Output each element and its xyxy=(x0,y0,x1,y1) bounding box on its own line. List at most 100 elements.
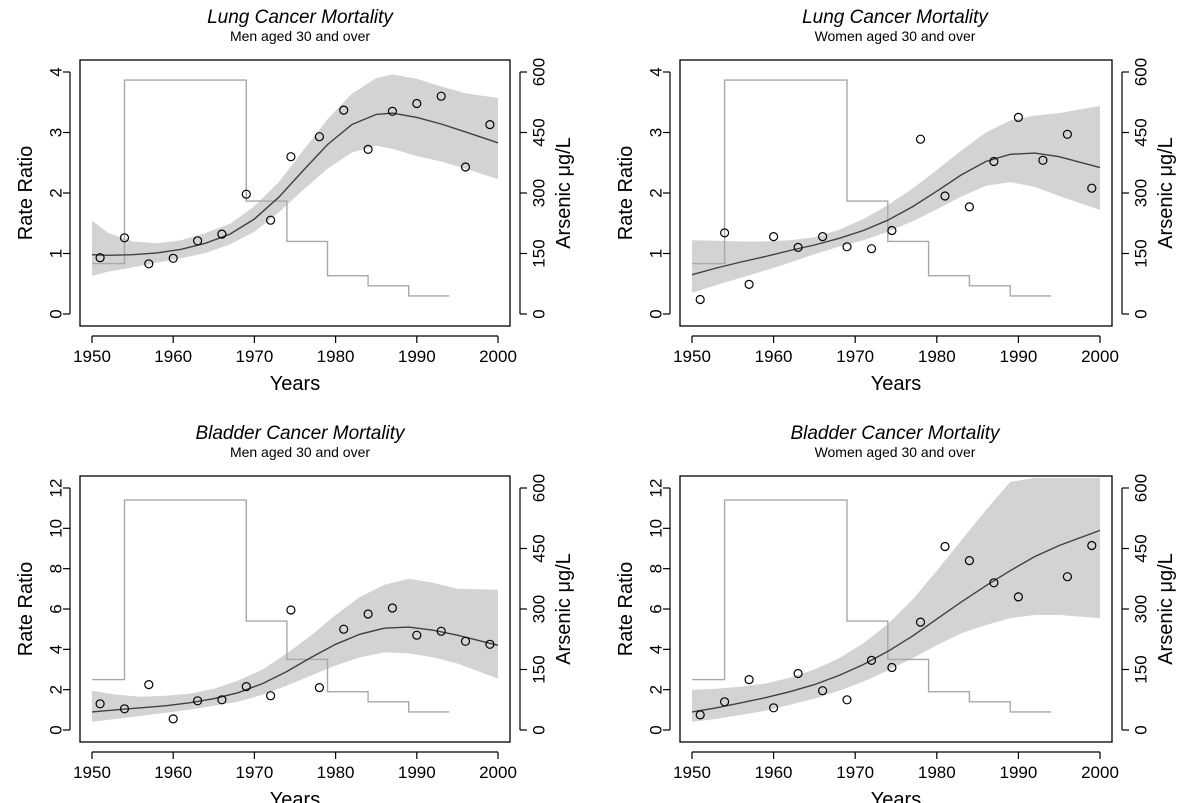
data-point xyxy=(1087,540,1097,551)
plot-frame xyxy=(679,59,1113,327)
plot-area xyxy=(691,477,1101,722)
y-tick-label: 8 xyxy=(647,564,666,573)
data-point xyxy=(144,679,154,690)
x-tick-label: 2000 xyxy=(479,347,517,366)
data-point xyxy=(793,242,803,252)
data-point xyxy=(193,236,203,246)
y2-tick-label: 150 xyxy=(530,239,549,267)
y2-tick-label: 450 xyxy=(530,534,549,562)
plot-area xyxy=(691,79,1101,305)
confidence-band xyxy=(692,477,1100,722)
panel-2: 1950 1960 1970 1980 1990 2000 Years 0 1 2 3 4 Rate R… xyxy=(615,7,1177,395)
y2-axis-label: Arsenic μg/L xyxy=(1155,553,1177,665)
x-tick-label: 1990 xyxy=(999,763,1037,782)
x-axis-label: Years xyxy=(270,373,320,395)
data-point xyxy=(719,697,730,707)
data-point xyxy=(1013,112,1024,123)
data-point xyxy=(95,699,105,709)
data-point xyxy=(436,91,446,101)
chart-title: Bladder Cancer Mortality xyxy=(195,423,406,444)
x-tick-label: 1970 xyxy=(235,347,273,366)
plot-frame xyxy=(79,475,511,743)
y2-tick-label: 0 xyxy=(530,309,549,318)
x-tick-label: 1970 xyxy=(836,763,874,782)
data-point xyxy=(363,609,373,619)
x-axis-label: Years xyxy=(871,789,921,803)
x-tick-label: 1990 xyxy=(398,347,436,366)
data-point xyxy=(460,162,471,172)
chart-subtitle: Women aged 30 and over xyxy=(815,28,976,44)
y-axis-label: Rate Ratio xyxy=(15,562,37,657)
data-point xyxy=(412,630,422,640)
y-tick-label: 3 xyxy=(647,128,666,137)
data-point xyxy=(168,253,178,263)
y-tick-label: 6 xyxy=(47,604,66,613)
y2-tick-label: 300 xyxy=(1132,595,1151,623)
x-tick-label: 1950 xyxy=(73,347,111,366)
data-point xyxy=(964,555,975,566)
data-point xyxy=(168,714,178,724)
data-point xyxy=(989,156,999,167)
data-point xyxy=(217,695,227,705)
data-point xyxy=(241,681,251,692)
x-tick-label: 2000 xyxy=(1081,347,1119,366)
x-tick-label: 1990 xyxy=(999,347,1037,366)
x-tick-label: 2000 xyxy=(1081,763,1119,782)
data-point xyxy=(768,232,779,242)
x-tick-label: 1980 xyxy=(918,347,956,366)
arsenic-step-line xyxy=(92,79,450,297)
y2-tick-label: 600 xyxy=(1132,58,1151,86)
data-point xyxy=(339,105,349,115)
data-point xyxy=(940,191,950,201)
data-point xyxy=(314,682,324,693)
data-point xyxy=(266,215,276,225)
plot-area xyxy=(91,499,499,724)
x-tick-label: 2000 xyxy=(479,763,517,782)
x-tick-label: 1960 xyxy=(154,347,192,366)
data-point xyxy=(719,228,730,238)
y2-tick-label: 0 xyxy=(1132,725,1151,734)
y2-tick-label: 600 xyxy=(530,474,549,502)
y2-tick-label: 450 xyxy=(1132,118,1151,146)
y2-tick-label: 300 xyxy=(1132,179,1151,207)
y-tick-label: 2 xyxy=(47,188,66,197)
y-tick-label: 1 xyxy=(47,249,66,258)
data-point xyxy=(887,662,897,673)
chart-subtitle: Men aged 30 and over xyxy=(230,444,370,460)
data-point xyxy=(768,703,779,713)
x-axis-label: Years xyxy=(871,373,921,395)
y-axis-label: Rate Ratio xyxy=(615,562,637,657)
y-tick-label: 10 xyxy=(47,519,66,538)
y2-tick-label: 450 xyxy=(530,118,549,146)
y-tick-label: 4 xyxy=(47,67,66,76)
x-tick-label: 1950 xyxy=(673,763,711,782)
x-tick-label: 1980 xyxy=(317,763,355,782)
y-tick-label: 3 xyxy=(47,128,66,137)
data-point xyxy=(436,626,446,636)
fitted-curve xyxy=(691,529,1101,713)
chart-title: Lung Cancer Mortality xyxy=(802,7,989,28)
data-point xyxy=(1038,155,1048,165)
plot-frame xyxy=(79,59,511,327)
y-tick-label: 2 xyxy=(647,685,666,694)
y-tick-label: 0 xyxy=(47,309,66,318)
y-tick-label: 0 xyxy=(647,725,666,734)
data-point xyxy=(119,233,130,243)
y2-axis-label: Arsenic μg/L xyxy=(553,553,575,665)
data-point xyxy=(940,541,950,552)
data-point xyxy=(412,98,422,109)
y-tick-label: 12 xyxy=(647,479,666,498)
panel-1: 1950 1960 1970 1980 1990 2000 Years 0 1 2 3 4 Rate R… xyxy=(15,7,575,395)
x-tick-label: 1970 xyxy=(836,347,874,366)
x-tick-label: 1960 xyxy=(755,763,793,782)
data-point xyxy=(842,242,852,252)
y-tick-label: 0 xyxy=(47,725,66,734)
data-point xyxy=(915,134,926,144)
y2-axis-label: Arsenic μg/L xyxy=(1155,137,1177,249)
x-tick-label: 1950 xyxy=(73,763,111,782)
data-point xyxy=(915,617,926,627)
data-point xyxy=(314,132,324,142)
chart-subtitle: Men aged 30 and over xyxy=(230,28,370,44)
data-point xyxy=(217,229,227,239)
